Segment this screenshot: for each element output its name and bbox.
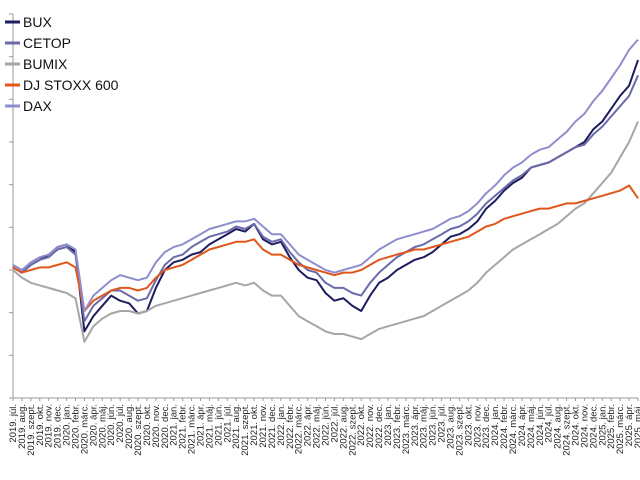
x-tick-label: 2020. ápr.	[88, 404, 99, 446]
x-tick-label: 2025. ápr.	[624, 404, 635, 446]
legend-item-dax: DAX	[5, 98, 52, 114]
x-tick-label: 2021. máj.	[204, 404, 215, 448]
x-tick-label: 2022. nov.	[365, 404, 376, 448]
x-tick-label: 2024. aug.	[553, 404, 564, 449]
x-tick-label: 2019. júl.	[8, 404, 19, 443]
legend-label-dj-stoxx-600: DJ STOXX 600	[23, 77, 119, 93]
x-tick-label: 2024. okt.	[571, 404, 582, 446]
x-tick-label: 2021. okt.	[249, 404, 260, 446]
x-tick-label: 2023. dec.	[481, 404, 492, 448]
x-tick-label: 2019. dec.	[53, 404, 64, 448]
x-tick-label: 2022. jún.	[321, 404, 332, 446]
x-tick-label: 2023. nov.	[472, 404, 483, 448]
x-tick-label: 2023. okt.	[463, 404, 474, 446]
x-tick-label: 2022. máj.	[312, 404, 323, 448]
x-tick-label: 2022. okt.	[356, 404, 367, 446]
x-tick-label: 2022. márc.	[294, 404, 305, 454]
x-tick-label: 2022. jan.	[276, 404, 287, 446]
x-tick-label: 2022. ápr.	[303, 404, 314, 446]
x-tick-label: 2021. jan.	[169, 404, 180, 446]
x-tick-label: 2021. júl.	[222, 404, 233, 443]
x-tick-label: 2020. aug.	[124, 404, 135, 449]
x-tick-label: 2020. jún.	[106, 404, 117, 446]
series-line-dj-stoxx-600	[12, 184, 639, 312]
x-tick-label: 2024. ápr.	[517, 404, 528, 446]
series-line-bux	[12, 59, 639, 333]
x-tick-label: 2024. nov.	[579, 404, 590, 448]
legend-item-bumix: BUMIX	[5, 56, 68, 72]
x-tick-label: 2020. szept.	[133, 404, 144, 456]
x-tick-label: 2019. nov.	[44, 404, 55, 448]
x-tick-label: 2022. szept.	[347, 404, 358, 456]
x-tick-label: 2020. dec.	[160, 404, 171, 448]
legend-item-bux: BUX	[5, 14, 52, 30]
x-tick-label: 2020. febr.	[71, 404, 82, 449]
x-tick-label: 2020. máj.	[97, 404, 108, 448]
x-tick-label: 2023. aug.	[446, 404, 457, 449]
x-tick-label: 2020. okt.	[142, 404, 153, 446]
x-tick-label: 2023. márc.	[401, 404, 412, 454]
x-tick-label: 2024. szept.	[562, 404, 573, 456]
legend-label-cetop: CETOP	[23, 35, 71, 51]
x-tick-label: 2024. dec.	[588, 404, 599, 448]
legend-label-dax: DAX	[23, 98, 52, 114]
x-tick-label: 2023. júl.	[437, 404, 448, 443]
x-tick-label: 2021. márc.	[187, 404, 198, 454]
x-tick-label: 2024. febr.	[499, 404, 510, 449]
series-lines	[12, 38, 639, 343]
x-tick-label: 2022. aug.	[338, 404, 349, 449]
x-tick-label: 2023. ápr.	[410, 404, 421, 446]
x-tick-label: 2023. febr.	[392, 404, 403, 449]
x-tick-label: 2024. júl.	[544, 404, 555, 443]
x-tick-label: 2020. nov.	[151, 404, 162, 448]
x-tick-label: 2023. máj.	[419, 404, 430, 448]
y-axis	[9, 13, 14, 399]
x-tick-label: 2024. jan.	[490, 404, 501, 446]
legend: BUX CETOP BUMIX DJ STOXX 600 DAX	[5, 14, 119, 114]
x-tick-label: 2022. júl.	[329, 404, 340, 443]
x-tick-label: 2021. ápr.	[196, 404, 207, 446]
series-line-bumix	[12, 121, 639, 343]
x-tick-label: 2021. febr.	[178, 404, 189, 449]
x-tick-label: 2021. jún.	[213, 404, 224, 446]
series-line-cetop	[12, 75, 639, 323]
x-tick-label: 2023. jún.	[428, 404, 439, 446]
x-tick-label: 2019. szept.	[26, 404, 37, 456]
series-line-dax	[12, 38, 639, 312]
x-tick-label: 2023. jan.	[383, 404, 394, 446]
x-tick-label: 2025. jan.	[597, 404, 608, 446]
legend-item-dj-stoxx-600: DJ STOXX 600	[5, 77, 119, 93]
x-tick-label: 2020. jan.	[62, 404, 73, 446]
x-tick-label: 2024. márc.	[508, 404, 519, 454]
x-tick-label: 2020. márc.	[79, 404, 90, 454]
x-tick-label: 2025. márc.	[615, 404, 626, 454]
x-tick-label: 2024. máj.	[526, 404, 537, 448]
x-tick-label: 2025. febr.	[606, 404, 617, 449]
x-tick-label: 2019. aug.	[17, 404, 28, 449]
legend-item-cetop: CETOP	[5, 35, 71, 51]
x-tick-label: 2022. febr.	[285, 404, 296, 449]
legend-label-bumix: BUMIX	[23, 56, 68, 72]
x-tick-label: 2019. okt.	[35, 404, 46, 446]
legend-label-bux: BUX	[23, 14, 52, 30]
x-axis: 2019. júl.2019. aug.2019. szept.2019. ok…	[8, 397, 640, 456]
x-tick-label: 2020. júl.	[115, 404, 126, 443]
x-tick-label: 2021. szept.	[240, 404, 251, 456]
x-tick-label: 2022. dec.	[374, 404, 385, 448]
x-tick-label: 2021. dec.	[267, 404, 278, 448]
x-tick-label: 2023. szept.	[454, 404, 465, 456]
x-tick-label: 2021. aug.	[231, 404, 242, 449]
x-tick-label: 2025. máj.	[633, 404, 640, 448]
x-tick-label: 2021. nov.	[258, 404, 269, 448]
x-tick-label: 2024. jún.	[535, 404, 546, 446]
